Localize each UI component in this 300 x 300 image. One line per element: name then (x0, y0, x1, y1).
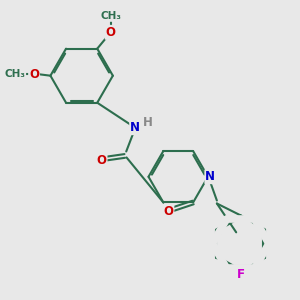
Text: O: O (97, 154, 106, 167)
Text: CH₃: CH₃ (100, 11, 121, 21)
Text: N: N (205, 170, 215, 183)
Text: N: N (130, 121, 140, 134)
Text: F: F (237, 268, 245, 281)
Text: CH₃: CH₃ (4, 69, 25, 79)
Text: H: H (143, 116, 153, 129)
Text: O: O (29, 68, 39, 81)
Text: O: O (106, 26, 116, 39)
Text: O: O (164, 205, 173, 218)
